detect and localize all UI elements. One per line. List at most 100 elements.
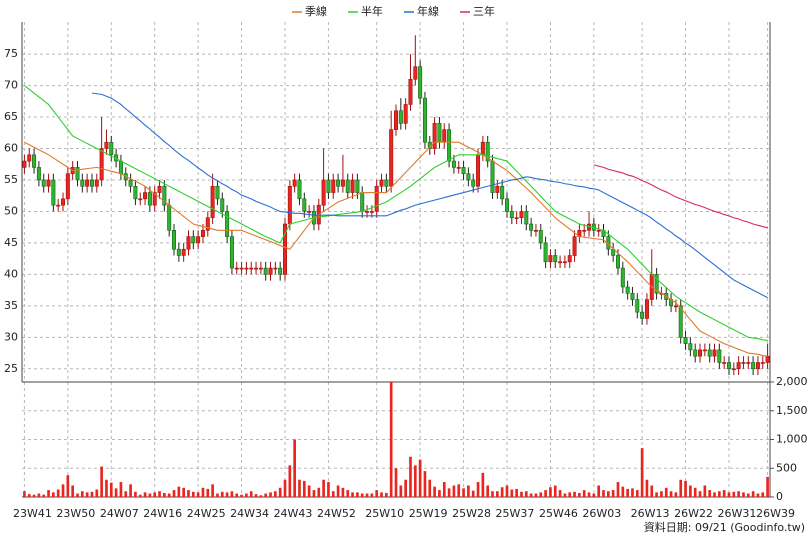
y-tick-label: 30 — [4, 330, 18, 343]
candle-body — [22, 160, 27, 168]
volume-bar — [66, 475, 70, 497]
candle-body — [229, 236, 234, 269]
legend-label: 年線 — [417, 4, 439, 18]
volume-bar — [23, 491, 26, 497]
candle-body — [722, 362, 727, 364]
candle-body — [447, 129, 452, 162]
volume-bar — [95, 489, 99, 497]
volume-bar — [602, 490, 605, 497]
candle-body — [693, 349, 698, 357]
volume-bar — [505, 485, 509, 497]
volume-bar — [544, 490, 547, 497]
volume-bar — [225, 492, 229, 497]
candle-body — [360, 192, 365, 212]
volume-bar — [389, 382, 393, 497]
candle-body — [644, 299, 649, 319]
y-tick-label: 60 — [4, 142, 18, 155]
candle-body — [32, 154, 37, 168]
candle-body — [741, 362, 746, 364]
candle-body — [558, 261, 563, 264]
candle-body — [567, 255, 572, 263]
volume-bar — [245, 493, 248, 497]
volume-bar — [486, 485, 490, 497]
candle-body — [27, 154, 32, 162]
legend-label: 半年 — [361, 4, 383, 18]
candle-body — [582, 230, 587, 232]
volume-bar — [293, 439, 296, 497]
volume-bar — [129, 484, 132, 497]
candle-body — [403, 104, 408, 124]
candle-body — [104, 141, 109, 149]
volume-bar — [684, 480, 687, 497]
volume-bar — [42, 494, 46, 497]
volume-bar — [766, 476, 769, 497]
candle-body — [196, 236, 201, 244]
volume-bar — [90, 491, 94, 497]
volume-bar — [650, 485, 654, 497]
candle-body — [500, 185, 505, 200]
candle-body — [278, 267, 283, 275]
x-tick-label: 26W13 — [631, 507, 670, 520]
candle-body — [765, 355, 770, 363]
candle-body — [215, 185, 220, 200]
y-tick-label: 55 — [4, 173, 18, 186]
candle-body — [244, 267, 249, 270]
volume-bar — [645, 479, 649, 497]
candle-body — [688, 343, 693, 351]
candle-body — [553, 255, 558, 263]
x-tick-label: 26W03 — [582, 507, 621, 520]
candle-body — [476, 154, 481, 187]
candle-body — [350, 179, 355, 193]
volume-bar — [220, 491, 224, 497]
candle-body — [89, 179, 94, 187]
candle-body — [326, 179, 331, 193]
candle-body — [548, 255, 553, 263]
candle-body — [292, 179, 297, 187]
volume-bar — [597, 485, 601, 497]
y2-tick-label: 1,000 — [776, 433, 808, 446]
volume-bar — [418, 459, 422, 497]
volume-bar — [380, 492, 383, 497]
volume-bar — [761, 492, 765, 497]
candle-body — [225, 211, 230, 237]
candle-body — [143, 192, 148, 200]
y-tick-label: 75 — [4, 47, 18, 60]
volume-bar — [722, 490, 726, 497]
candle-body — [307, 211, 312, 213]
x-tick-label: 23W41 — [13, 507, 52, 520]
volume-bar — [742, 492, 745, 497]
volume-bar — [283, 479, 287, 497]
volume-bar — [515, 488, 518, 497]
volume-bar — [47, 490, 50, 497]
volume-bar — [298, 479, 301, 497]
x-tick-label: 25W19 — [409, 507, 448, 520]
volume-bar — [269, 492, 272, 497]
volume-bar — [85, 492, 89, 497]
volume-bar — [37, 493, 41, 497]
candle-body — [234, 267, 239, 270]
candle-body — [167, 204, 172, 231]
y2-tick-label: 1,500 — [776, 404, 808, 417]
x-tick-label: 24W43 — [274, 507, 313, 520]
candle-body — [297, 179, 302, 200]
y-tick-label: 25 — [4, 362, 18, 375]
candle-body — [65, 173, 70, 200]
volume-bar — [660, 491, 663, 497]
candle-body — [490, 160, 495, 193]
volume-bar — [529, 493, 533, 497]
x-tick-label: 23W50 — [56, 507, 95, 520]
candle-body — [191, 236, 196, 244]
candle-body — [615, 255, 620, 269]
volume-bar — [626, 488, 629, 497]
volume-bar — [240, 494, 243, 497]
volume-bar — [698, 491, 702, 497]
volume-bar — [27, 494, 31, 497]
volume-bar — [549, 487, 552, 497]
volume-bar — [259, 495, 263, 497]
volume-bar — [607, 491, 610, 497]
candle-body — [422, 97, 427, 143]
candle-body — [302, 198, 307, 212]
x-tick-label: 25W37 — [496, 507, 535, 520]
candle-body — [321, 179, 326, 206]
volume-bar — [138, 494, 142, 497]
